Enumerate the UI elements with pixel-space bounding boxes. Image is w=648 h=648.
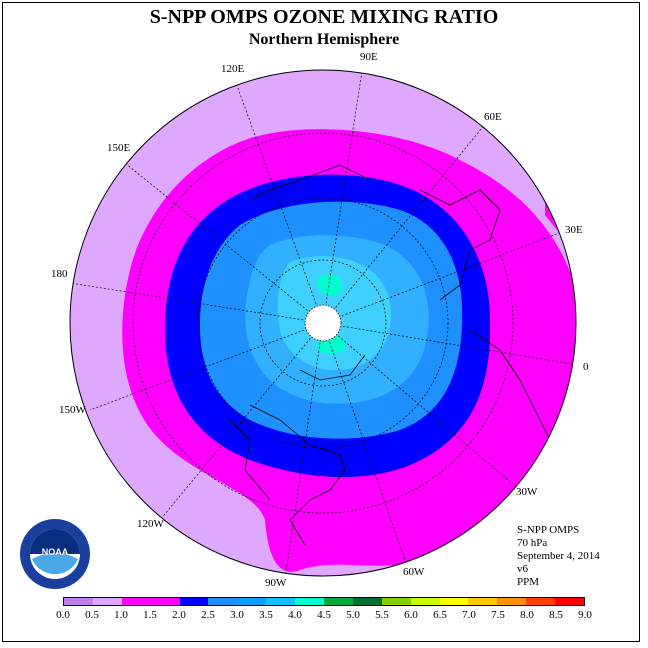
- hotspot-north: [318, 274, 343, 296]
- colorbar-tick-label: 0.5: [85, 609, 99, 621]
- colorbar-swatch: [208, 598, 238, 605]
- noaa-logo-icon: NOAA: [20, 519, 90, 589]
- colorbar-swatch: [410, 598, 440, 605]
- polar-gap: [305, 305, 341, 341]
- lon-label-90w: 90W: [265, 577, 287, 589]
- colorbar-tick-label: 6.5: [433, 609, 447, 621]
- lon-label-120w: 120W: [137, 518, 164, 530]
- lon-label-150w: 150W: [59, 404, 86, 416]
- colorbar-swatch: [381, 598, 411, 605]
- lon-label-60w: 60W: [403, 566, 425, 578]
- graticule: [70, 70, 576, 576]
- colorbar-tick-label: 3.5: [259, 609, 273, 621]
- colorbar-swatch: [555, 598, 585, 605]
- colorbar-tick-label: 6.0: [404, 609, 418, 621]
- info-version: v6: [517, 563, 528, 575]
- plot-frame: [2, 2, 640, 642]
- lon-label-0: 0: [583, 361, 589, 373]
- colorbar-swatch: [439, 598, 469, 605]
- colorbar-tick-label: 2.5: [201, 609, 215, 621]
- colorbar: [63, 597, 585, 606]
- colorbar-swatch: [150, 598, 180, 605]
- lon-label-150e: 150E: [107, 142, 131, 154]
- colorbar-tick-label: 8.5: [549, 609, 563, 621]
- colorbar-swatch: [179, 598, 209, 605]
- svg-text:NOAA: NOAA: [42, 547, 69, 557]
- colorbar-tick-label: 9.0: [578, 609, 592, 621]
- info-instrument: S-NPP OMPS: [517, 524, 580, 536]
- colorbar-tick-label: 1.0: [114, 609, 128, 621]
- colorbar-swatch: [92, 598, 122, 605]
- colorbar-swatch: [352, 598, 382, 605]
- map-border: [69, 69, 577, 577]
- colorbar-tick-label: 5.0: [346, 609, 360, 621]
- info-block: S-NPP OMPS 70 hPa September 4, 2014 v6 P…: [517, 524, 600, 589]
- colorbar-tick-label: 1.5: [143, 609, 157, 621]
- lon-label-30e: 30E: [565, 224, 583, 236]
- colorbar-tick-label: 4.0: [288, 609, 302, 621]
- colorbar-tick-label: 2.0: [172, 609, 186, 621]
- coastlines: [229, 164, 561, 546]
- colorbar-swatch: [468, 598, 498, 605]
- colorbar-tick-label: 7.0: [462, 609, 476, 621]
- lon-label-30w: 30W: [516, 486, 538, 498]
- map-title: S-NPP OMPS OZONE MIXING RATIO: [149, 6, 499, 28]
- lon-label-120e: 120E: [221, 63, 245, 75]
- colorbar-swatch: [295, 598, 325, 605]
- colorbar-tick-label: 0.0: [56, 609, 70, 621]
- colorbar-tick-label: 8.0: [520, 609, 534, 621]
- colorbar-swatch: [497, 598, 527, 605]
- info-pressure: 70 hPa: [517, 537, 548, 549]
- colorbar-swatch: [266, 598, 296, 605]
- colorbar-tick-label: 7.5: [491, 609, 505, 621]
- colorbar-swatch: [237, 598, 267, 605]
- info-units: PPM: [517, 576, 540, 588]
- map-subtitle: Northern Hemisphere: [248, 31, 400, 48]
- lon-label-60e: 60E: [484, 111, 502, 123]
- colorbar-tick-label: 5.5: [375, 609, 389, 621]
- info-date: September 4, 2014: [517, 550, 600, 562]
- colorbar-swatch: [526, 598, 556, 605]
- lon-label-90e: 90E: [360, 51, 378, 63]
- colorbar-swatch: [64, 598, 93, 605]
- colorbar-tick-label: 3.0: [230, 609, 244, 621]
- colorbar-swatch: [121, 598, 151, 605]
- colorbar-tick-label: 4.5: [317, 609, 331, 621]
- lon-label-180: 180: [51, 268, 68, 280]
- colorbar-swatch: [324, 598, 353, 605]
